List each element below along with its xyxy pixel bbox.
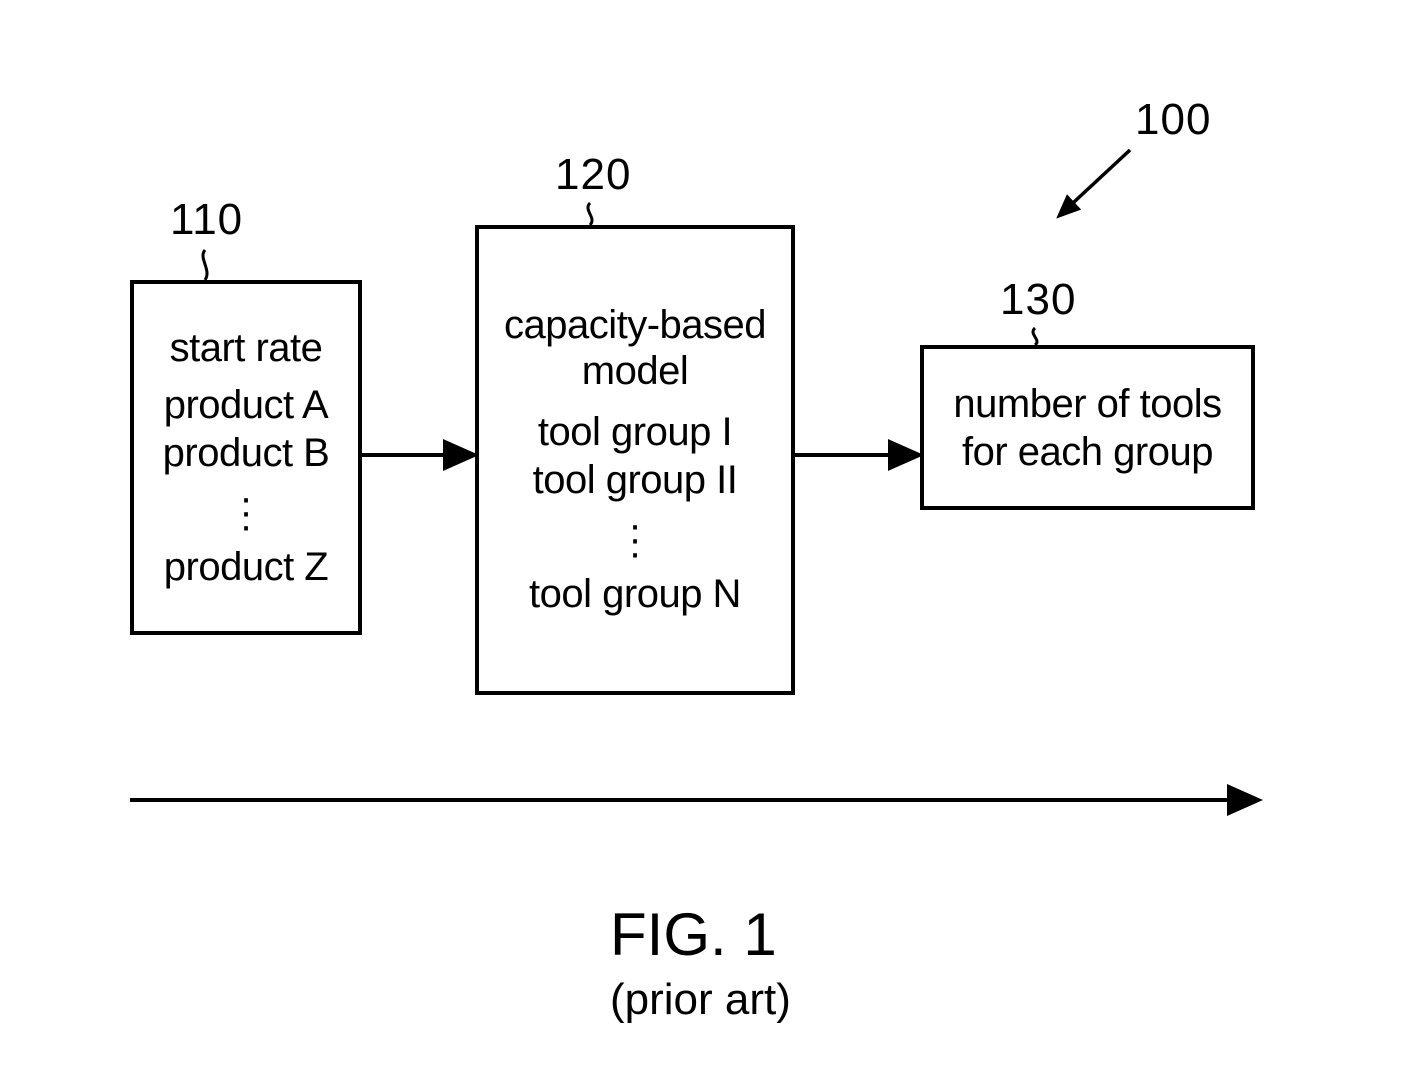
vdots-icon: ··· (628, 518, 641, 560)
box-120-title-1: model (582, 348, 688, 394)
box-120-line-0: tool group I (538, 408, 732, 456)
leader-130 (1033, 328, 1037, 345)
figure-title: FIG. 1 (610, 900, 777, 969)
box-num-tools: number of tools for each group (920, 345, 1255, 510)
figure-canvas: start rate product A product B ··· produ… (0, 0, 1406, 1087)
leader-110 (203, 250, 207, 280)
box-110-title: start rate (170, 325, 323, 371)
box-120-title-0: capacity-based (504, 302, 766, 348)
ref-120: 120 (555, 150, 631, 200)
box-130-line-0: number of tools (953, 380, 1221, 428)
box-120-line-1: tool group II (533, 456, 738, 504)
box-110-last: product Z (164, 543, 328, 591)
vdots-icon: ··· (239, 491, 252, 533)
box-capacity-model: capacity-based model tool group I tool g… (475, 225, 795, 695)
box-120-last: tool group N (529, 570, 741, 618)
ref-130: 130 (1000, 275, 1076, 325)
ref-110: 110 (170, 195, 243, 245)
figure-subtitle: (prior art) (610, 975, 791, 1025)
box-110-line-0: product A (164, 381, 329, 429)
ref-100: 100 (1135, 95, 1211, 145)
leader-120 (588, 203, 592, 225)
ref-100-pointer (1060, 150, 1130, 215)
box-110-line-1: product B (163, 429, 330, 477)
box-start-rate: start rate product A product B ··· produ… (130, 280, 362, 635)
box-130-line-1: for each group (962, 428, 1213, 476)
